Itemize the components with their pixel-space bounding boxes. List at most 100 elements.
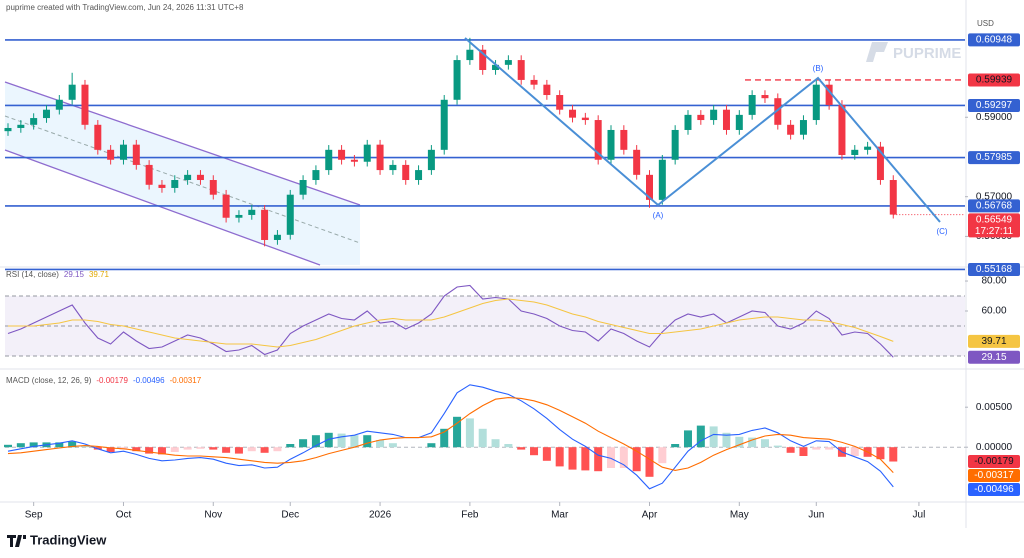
- candle-body: [876, 146, 884, 181]
- histogram-bar: [234, 447, 243, 454]
- histogram-bar: [4, 444, 12, 448]
- logo-mark: [866, 42, 888, 62]
- candle-body: [415, 170, 423, 181]
- candle-body: [697, 114, 705, 121]
- candle-body: [453, 60, 461, 100]
- candle-body: [389, 164, 397, 171]
- histogram-bar: [491, 439, 500, 448]
- x-tick-label: Oct: [116, 510, 132, 521]
- histogram-bar: [465, 418, 474, 448]
- candle-body: [376, 144, 384, 171]
- histogram-bar: [671, 444, 680, 448]
- x-tick-label: Nov: [204, 510, 222, 521]
- histogram-bar: [850, 447, 859, 456]
- candle-body: [799, 120, 807, 135]
- histogram-bar: [68, 441, 77, 448]
- candle-body: [530, 79, 538, 85]
- candle-body: [427, 149, 435, 171]
- candle-body: [761, 95, 769, 99]
- channel-fill: [5, 82, 360, 265]
- histogram-bar: [337, 433, 346, 448]
- rsi-value: 29.15: [64, 270, 85, 279]
- histogram-bar: [132, 447, 141, 452]
- price-label-box: [968, 469, 1020, 483]
- candle-body: [504, 60, 512, 65]
- price-label-box: [968, 483, 1020, 497]
- histogram-bar: [889, 447, 898, 462]
- header: puprime created with TradingView.com, Ju…: [6, 3, 244, 12]
- price-label: 0.57985: [976, 152, 1013, 163]
- candle-body: [735, 114, 743, 130]
- signal-value: -0.00317: [170, 376, 202, 385]
- price-label: 0.56549: [976, 215, 1013, 226]
- rsi-ma-value: 39.71: [89, 270, 110, 279]
- candle-body: [684, 114, 692, 130]
- macd-title: MACD (close, 12, 26, 9): [6, 376, 92, 385]
- histogram-bar: [799, 447, 808, 456]
- histogram-bar: [683, 430, 692, 448]
- histogram-bar: [209, 447, 218, 450]
- candle-body: [299, 180, 307, 195]
- candle-body: [633, 149, 641, 175]
- currency: USD: [977, 19, 994, 28]
- candle-body: [235, 214, 243, 218]
- histogram-bar: [29, 442, 38, 448]
- candle-body: [440, 99, 448, 150]
- watermark-logo: PUPRIME: [866, 42, 961, 62]
- histogram-bar: [696, 425, 705, 448]
- x-tick-label: May: [730, 510, 749, 521]
- histogram-bar: [376, 440, 385, 448]
- histogram-bar: [722, 432, 731, 448]
- x-tick-label: Jul: [913, 510, 926, 521]
- histogram-bar: [658, 447, 667, 464]
- x-tick-label: Feb: [461, 510, 479, 521]
- histogram-bar: [157, 447, 166, 455]
- price-label: -0.00496: [974, 484, 1014, 495]
- footer: TradingView: [30, 532, 107, 547]
- candle-body: [363, 144, 371, 162]
- wave-label: (A): [653, 211, 664, 220]
- plot-area: [4, 37, 965, 490]
- candle-body: [722, 109, 730, 130]
- candle-body: [402, 164, 410, 181]
- candle-body: [812, 84, 820, 121]
- histogram-bar: [363, 435, 372, 448]
- candle-body: [594, 120, 602, 160]
- candle-body: [787, 124, 795, 135]
- candle-body: [261, 209, 269, 240]
- candle-body: [222, 194, 230, 218]
- candle-body: [646, 174, 653, 200]
- histogram-bar: [299, 439, 308, 448]
- x-tick-label: 2026: [369, 510, 392, 521]
- candle-body: [889, 180, 897, 215]
- histogram-bar: [594, 447, 603, 472]
- macd-line: [7, 384, 894, 490]
- histogram-bar: [812, 447, 821, 450]
- price-label: 0.56768: [976, 201, 1013, 212]
- x-tick-label: Sep: [25, 510, 43, 521]
- tv-icon: [7, 535, 26, 547]
- histogram-bar: [106, 447, 115, 452]
- y-tick-label: 80.00: [981, 276, 1006, 287]
- candle-body: [325, 149, 333, 171]
- histogram-bar: [145, 447, 154, 454]
- histogram-bar: [530, 447, 539, 456]
- candle-body: [658, 159, 666, 200]
- x-tick-label: Dec: [281, 510, 299, 521]
- histogram-bar: [247, 447, 256, 452]
- histogram-bar: [286, 444, 295, 448]
- footer-logo: TradingView: [7, 532, 107, 547]
- candle-body: [107, 149, 115, 160]
- candle-body: [350, 159, 358, 162]
- histogram-bar: [170, 447, 179, 452]
- rsi-line: [7, 284, 894, 358]
- price-label-box: [968, 213, 1020, 238]
- candle-body: [543, 84, 551, 96]
- price-label: 0.59939: [976, 75, 1013, 86]
- price-label: 0.59297: [976, 100, 1013, 111]
- macd-header: MACD (close, 12, 26, 9) -0.00179 -0.00496-…: [6, 376, 202, 385]
- histogram-bar: [222, 447, 231, 453]
- countdown: 17:27:11: [975, 226, 1014, 237]
- candle-body: [825, 84, 833, 105]
- wave-label: (B): [813, 64, 824, 73]
